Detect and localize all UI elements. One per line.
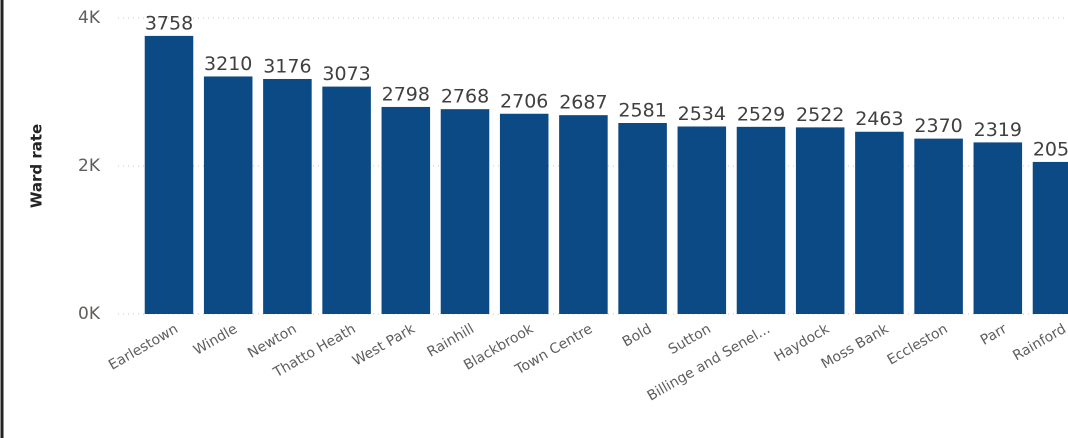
value-label: 2687 <box>559 92 607 114</box>
bar <box>144 35 194 315</box>
value-label: 3210 <box>204 53 252 75</box>
x-tick-label: Sutton <box>666 321 714 358</box>
x-tick-label: Bold <box>620 321 655 350</box>
bar <box>263 78 312 314</box>
value-label: 2463 <box>855 108 903 130</box>
bar <box>322 86 371 315</box>
x-tick-label: West Park <box>350 321 419 370</box>
value-label: 2534 <box>678 103 726 125</box>
bar <box>1032 161 1068 314</box>
bar <box>618 123 667 314</box>
x-tick-label: Earlestown <box>106 321 181 374</box>
bar <box>795 127 845 314</box>
value-label: 2370 <box>914 115 962 137</box>
value-label: 2581 <box>618 100 666 122</box>
value-label: 2768 <box>441 86 489 108</box>
value-label: 2319 <box>974 119 1022 141</box>
x-tick-label: Rainford <box>1010 321 1068 364</box>
bar <box>855 131 904 314</box>
value-label: 2706 <box>500 90 548 112</box>
y-tick-label: 2K <box>78 156 101 176</box>
y-axis-title: Ward rate <box>28 124 46 208</box>
bar <box>381 106 431 314</box>
value-label: 3758 <box>145 12 193 34</box>
bar <box>440 109 490 314</box>
value-label: 2055 <box>1033 138 1068 160</box>
y-tick-label: 0K <box>78 304 101 324</box>
bar <box>973 142 1023 314</box>
bar <box>559 115 608 314</box>
y-tick-label: 4K <box>78 8 101 28</box>
x-tick-label: Eccleston <box>885 321 951 368</box>
bar <box>203 76 253 315</box>
value-label: 3176 <box>263 55 311 77</box>
value-label: 2522 <box>796 104 844 126</box>
x-tick-label: Moss Bank <box>819 321 893 373</box>
x-tick-label: Windle <box>191 321 240 359</box>
value-label: 3073 <box>322 63 370 85</box>
value-label: 2798 <box>382 83 430 105</box>
x-tick-label: Parr <box>978 321 1010 349</box>
value-label: 2529 <box>737 103 785 125</box>
bar <box>736 126 786 314</box>
bar <box>499 113 549 314</box>
bar <box>677 126 727 314</box>
bar <box>914 138 963 314</box>
